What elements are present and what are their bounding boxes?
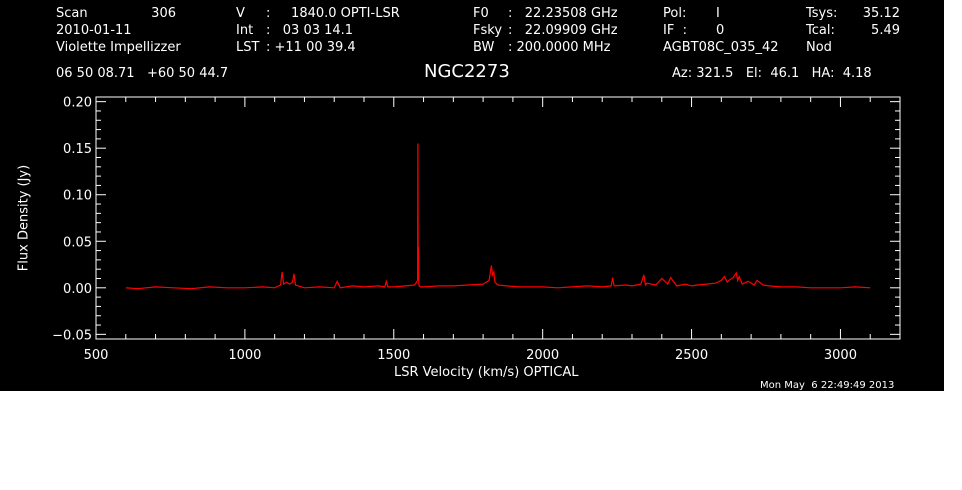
header-pol-label: Pol: — [663, 6, 687, 21]
y-tick-label: 0.10 — [63, 189, 92, 204]
header-coordinates: 06 50 08.71 +60 50 44.7 — [56, 66, 229, 81]
x-tick-label: 1500 — [377, 348, 410, 363]
header-az-el-ha: Az: 321.5 El: 46.1 HA: 4.18 — [672, 66, 872, 81]
header-tcal-label: Tcal: — [806, 23, 835, 38]
header-lst-value: : +11 00 39.4 — [266, 40, 356, 55]
plot-panel: 500 1000 1500 2000 2500 3000 −0.05 0.00 0.05 0.1… — [0, 0, 944, 391]
header-observer: Violette Impellizzer — [56, 40, 181, 55]
y-tick-label: 0.15 — [63, 142, 92, 157]
header-v-label: V — [236, 6, 245, 21]
header-bw-value: : 200.0000 MHz — [508, 40, 611, 55]
header-tsys-value: 35.12 — [862, 6, 900, 21]
y-tick-label: 0.00 — [63, 282, 92, 297]
header-pol-value: I — [716, 6, 720, 21]
header-v-value: : 1840.0 OPTI-LSR — [266, 6, 400, 21]
header-f0-value: : 22.23508 GHz — [508, 6, 618, 21]
header-f0-label: F0 — [473, 6, 489, 21]
plot-frame — [95, 96, 901, 340]
y-axis-label-text: Flux Density (Jy) — [16, 164, 32, 272]
y-tick-label: 0.05 — [63, 235, 92, 250]
y-axis-label: Flux Density (Jy) — [17, 112, 32, 271]
y-tick-label: 0.20 — [63, 96, 92, 111]
header-tsys-label: Tsys: — [806, 6, 838, 21]
header-fsky-label: Fsky — [473, 23, 503, 38]
spectrum-trace — [125, 143, 871, 290]
header-source-name: NGC2273 — [424, 61, 510, 82]
header-bw-label: BW — [473, 40, 495, 55]
x-tick-label: 500 — [84, 348, 109, 363]
header-lst-label: LST — [236, 40, 260, 55]
y-tick-label: −0.05 — [52, 328, 92, 343]
header-scan-label: Scan — [56, 6, 88, 21]
x-tick-label: 1000 — [228, 348, 261, 363]
header-int-label: Int — [236, 23, 254, 38]
header-nod: Nod — [806, 40, 832, 55]
header-tcal-value: 5.49 — [871, 23, 900, 38]
header-scan-value: 306 — [151, 6, 176, 21]
x-tick-label: 2500 — [675, 348, 708, 363]
header-date: 2010-01-11 — [56, 23, 132, 38]
y-ticks: −0.05 0.00 0.05 0.10 0.15 0.20 — [52, 96, 900, 343]
x-axis-label: LSR Velocity (km/s) OPTICAL — [394, 365, 579, 380]
timestamp: Mon May 6 22:49:49 2013 — [760, 380, 895, 391]
x-ticks: 500 1000 1500 2000 2500 3000 — [84, 97, 901, 363]
header-if-label: IF : — [663, 23, 687, 38]
spectrum-plot: 500 1000 1500 2000 2500 3000 −0.05 0.00 0.05 0.1… — [52, 96, 901, 363]
x-tick-label: 2000 — [526, 348, 559, 363]
header-if-value: 0 — [716, 23, 725, 38]
header-project: AGBT08C_035_42 — [663, 40, 779, 55]
header-fsky-value: : 22.09909 GHz — [508, 23, 618, 38]
header-int-value: : 03 03 14.1 — [266, 23, 354, 38]
x-tick-label: 3000 — [824, 348, 857, 363]
